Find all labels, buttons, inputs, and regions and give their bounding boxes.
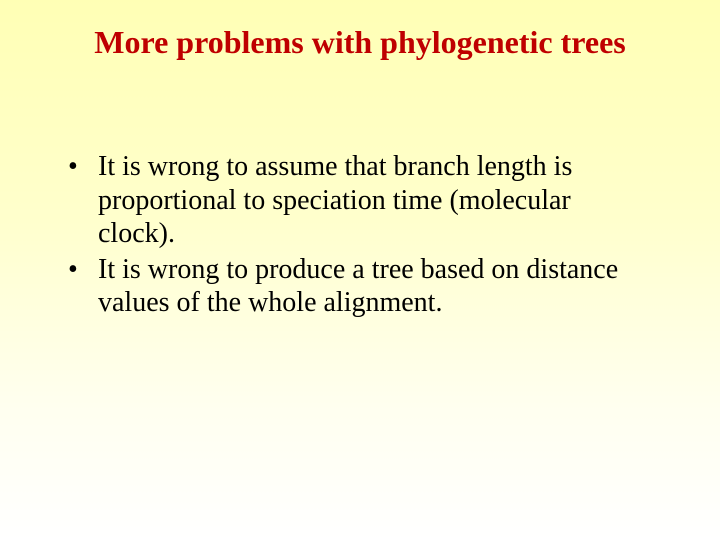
bullet-text: It is wrong to produce a tree based on d…: [98, 254, 618, 319]
list-item: It is wrong to produce a tree based on d…: [62, 253, 650, 320]
slide: More problems with phylogenetic trees It…: [0, 0, 720, 540]
slide-title: More problems with phylogenetic trees: [0, 24, 720, 61]
bullet-list: It is wrong to assume that branch length…: [62, 150, 650, 320]
slide-body: It is wrong to assume that branch length…: [62, 150, 650, 322]
bullet-text: It is wrong to assume that branch length…: [98, 151, 572, 249]
list-item: It is wrong to assume that branch length…: [62, 150, 650, 251]
